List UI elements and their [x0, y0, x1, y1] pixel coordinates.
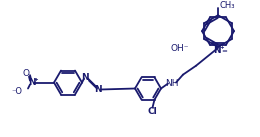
Text: O: O: [23, 69, 29, 78]
Text: ⁻O: ⁻O: [11, 87, 22, 96]
Text: +: +: [220, 45, 224, 50]
Text: Cl: Cl: [148, 107, 157, 116]
Text: OH⁻: OH⁻: [171, 44, 189, 53]
Text: N: N: [94, 85, 102, 94]
Text: N: N: [213, 46, 221, 55]
Text: CH₃: CH₃: [219, 1, 235, 10]
Text: N: N: [28, 78, 36, 87]
Text: N: N: [81, 73, 89, 82]
Text: +: +: [33, 77, 38, 82]
Text: =: =: [221, 48, 227, 54]
Text: NH: NH: [165, 79, 179, 88]
